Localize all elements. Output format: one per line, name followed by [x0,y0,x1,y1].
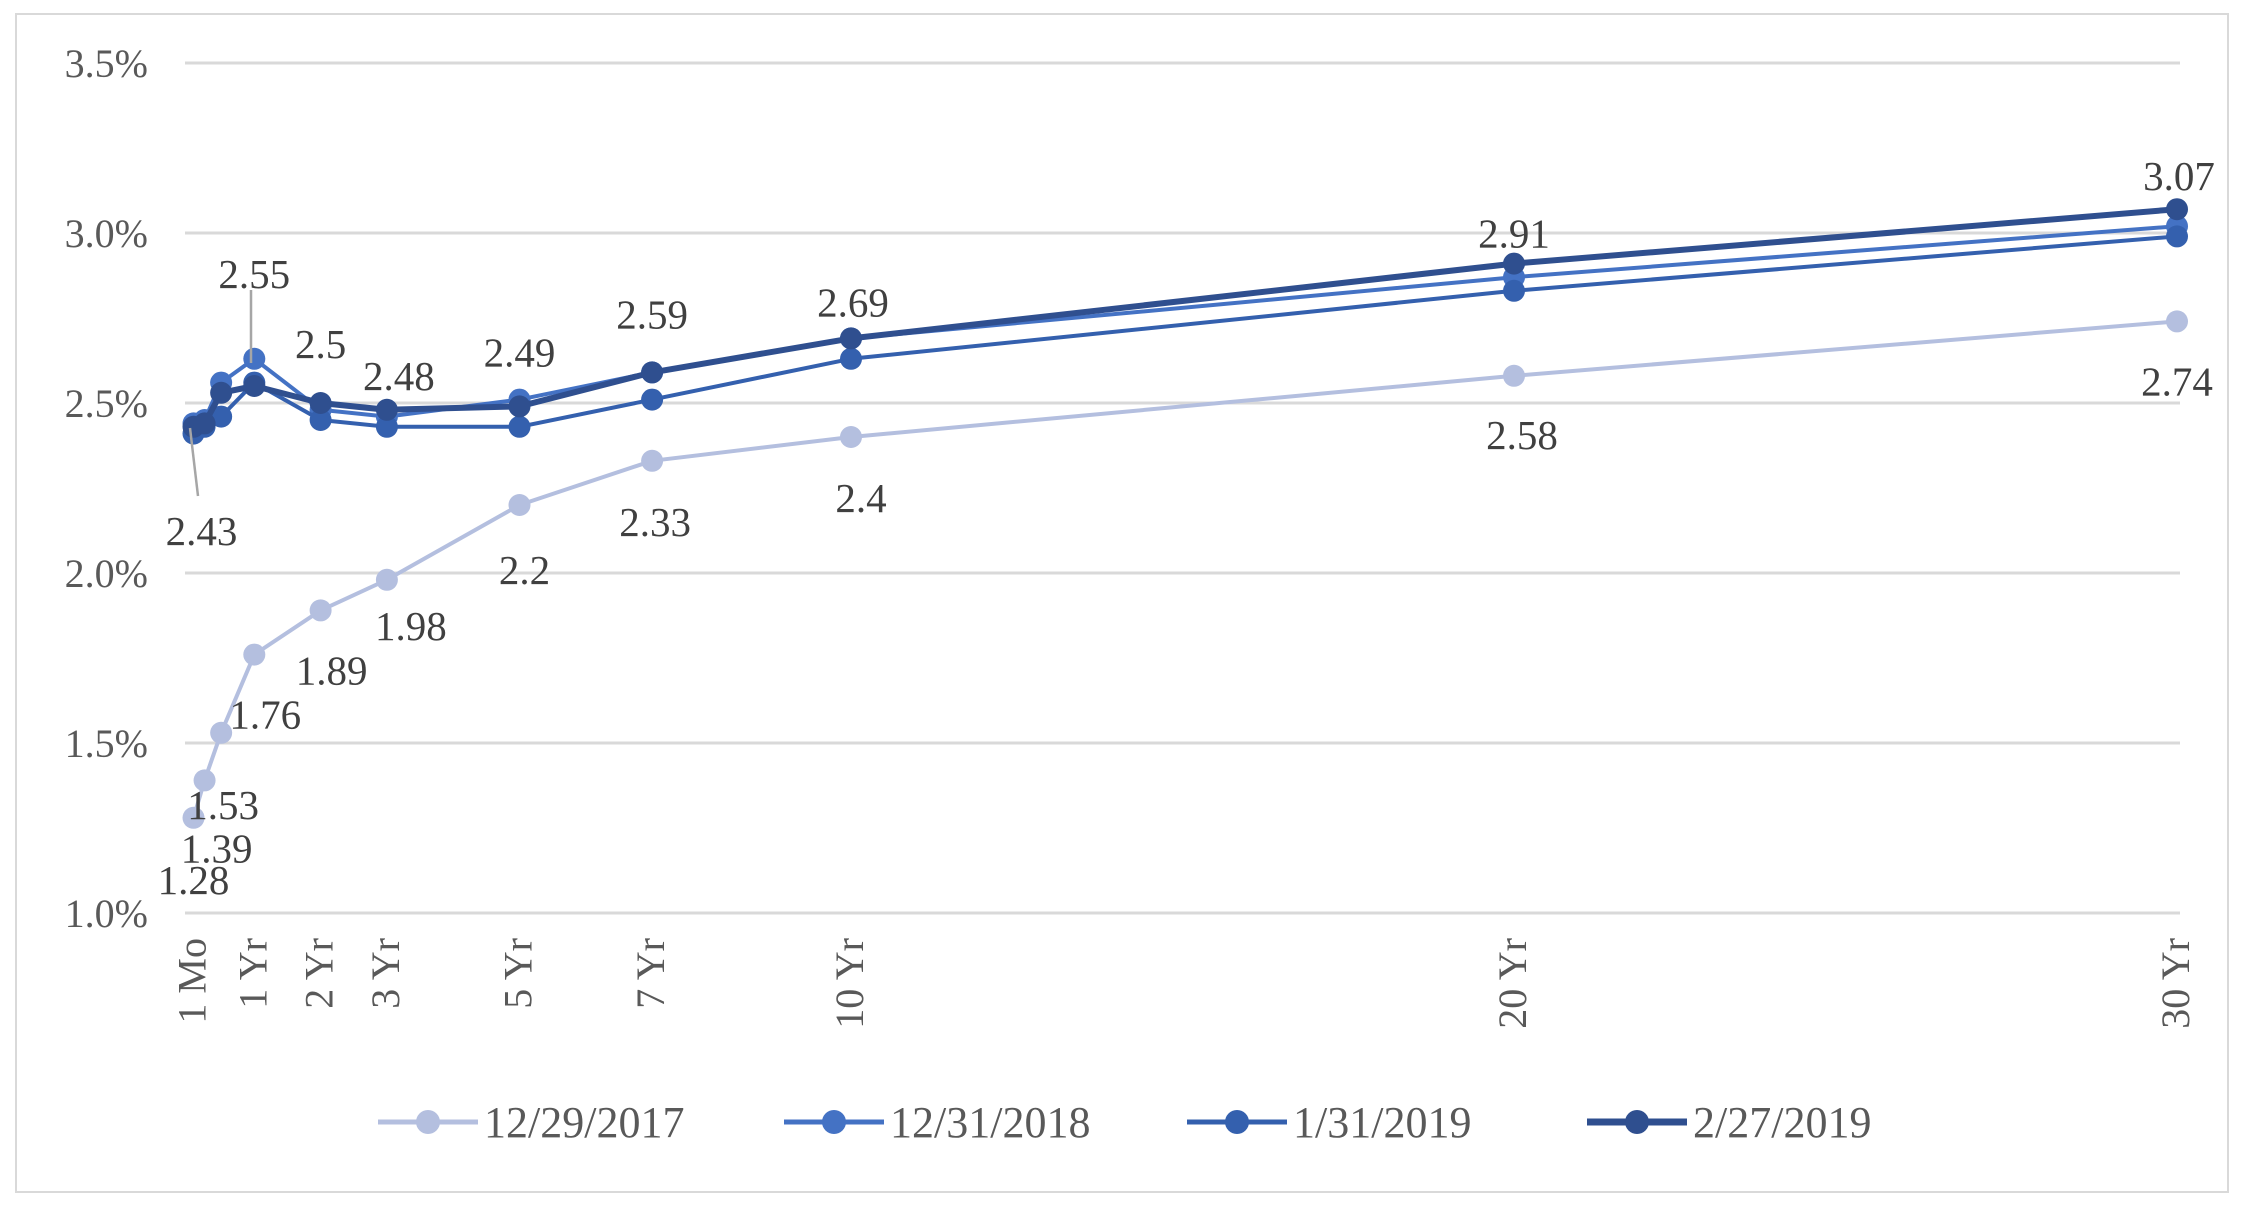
data-label: 1.28 [158,857,230,903]
x-tick-label: 7 Yr [628,938,673,1009]
data-label: 2.5 [295,321,346,367]
data-point [193,412,216,435]
x-tick-label: 1 Mo [170,938,215,1024]
data-point [210,405,233,428]
data-point [243,347,266,370]
data-point [840,347,862,370]
x-tick-label: 10 Yr [827,938,872,1029]
data-point [210,381,233,404]
series-line [192,206,2178,430]
legend-swatch-marker [416,1110,440,1134]
data-label: 2.2 [499,547,550,593]
y-tick-label: 3.5% [65,41,148,86]
data-label: 2.43 [166,508,238,554]
y-tick-label: 1.5% [65,721,148,766]
data-label: 2.49 [484,329,556,375]
x-tick-label: 2 Yr [297,938,342,1009]
leader-line [188,427,200,497]
y-axis: 1.0% 1.5% 2.0% 2.5% 3.0% 3.5% [65,41,148,936]
data-point [375,568,398,591]
data-labels: 1.281.391.53 1.761.891.98 2.2 2.33 2.4 2.58 2.… [158,153,2215,903]
data-point [375,398,398,421]
legend-label: 12/29/2017 [484,1098,684,1147]
y-tick-label: 1.0% [65,891,148,936]
data-point [182,806,205,829]
data-point [309,599,332,622]
legend-item: 12/29/2017 [378,1098,684,1147]
gridlines [185,61,2180,915]
data-label: 1.39 [181,825,253,871]
data-point [1503,279,1525,302]
data-label: 2.58 [1486,412,1558,458]
data-label: 3.07 [2143,153,2215,199]
data-label: 2.55 [218,251,290,297]
data-label: 2.4 [835,475,886,521]
data-label: 2.48 [363,353,435,399]
legend-swatch-marker [822,1110,846,1134]
data-point [840,426,862,448]
legend: 12/29/2017 12/31/2018 1/31/2019 2/27/2019 [378,1098,1871,1147]
y-tick-label: 2.0% [65,551,148,596]
data-point [641,388,664,411]
data-point [1503,364,1525,387]
series-0 [182,310,2188,829]
series-3 [182,198,2188,438]
data-point [641,449,664,472]
data-point [243,643,266,666]
data-label: 1.53 [187,782,259,828]
y-tick-label: 3.0% [65,211,148,256]
data-label: 1.76 [229,692,301,738]
legend-item: 12/31/2018 [784,1098,1090,1147]
legend-item: 2/27/2019 [1587,1098,1871,1147]
legend-label: 2/27/2019 [1693,1098,1871,1147]
data-point [641,361,664,384]
data-label: 2.74 [2141,358,2213,404]
legend-item: 1/31/2019 [1187,1098,1471,1147]
data-point [2166,310,2188,333]
data-point [243,375,266,397]
x-tick-label: 1 Yr [230,938,275,1009]
legend-swatch-marker [1625,1110,1649,1134]
x-tick-label: 30 Yr [2153,938,2198,1029]
data-point [2166,198,2188,221]
data-point [2166,225,2188,248]
data-label: 1.98 [375,603,447,649]
data-point [309,392,332,414]
data-point [508,415,531,438]
chart-frame [15,13,2229,1193]
data-point [375,415,398,438]
data-point [508,395,531,418]
x-tick-label: 5 Yr [496,938,541,1009]
data-label: 2.69 [817,279,889,325]
data-label: 2.59 [616,291,688,337]
data-label: 2.33 [619,499,691,545]
x-axis: 1 Mo 1 Yr 2 Yr 3 Yr 5 Yr 7 Yr 10 Yr 20 Yr 30 Yr [170,938,2198,1029]
y-tick-label: 2.5% [65,381,148,426]
legend-swatch-marker [1225,1110,1249,1134]
x-tick-label: 20 Yr [1490,938,1535,1029]
x-tick-label: 3 Yr [363,938,408,1009]
data-label: 1.89 [296,647,368,693]
data-point [210,721,233,744]
legend-label: 12/31/2018 [890,1098,1090,1147]
series-group [182,198,2188,829]
data-point [1503,252,1525,275]
data-point [508,494,531,516]
data-point [840,327,862,350]
legend-label: 1/31/2019 [1293,1098,1471,1147]
data-point [193,769,216,792]
data-label: 2.91 [1478,211,1550,257]
data-point [309,409,332,431]
